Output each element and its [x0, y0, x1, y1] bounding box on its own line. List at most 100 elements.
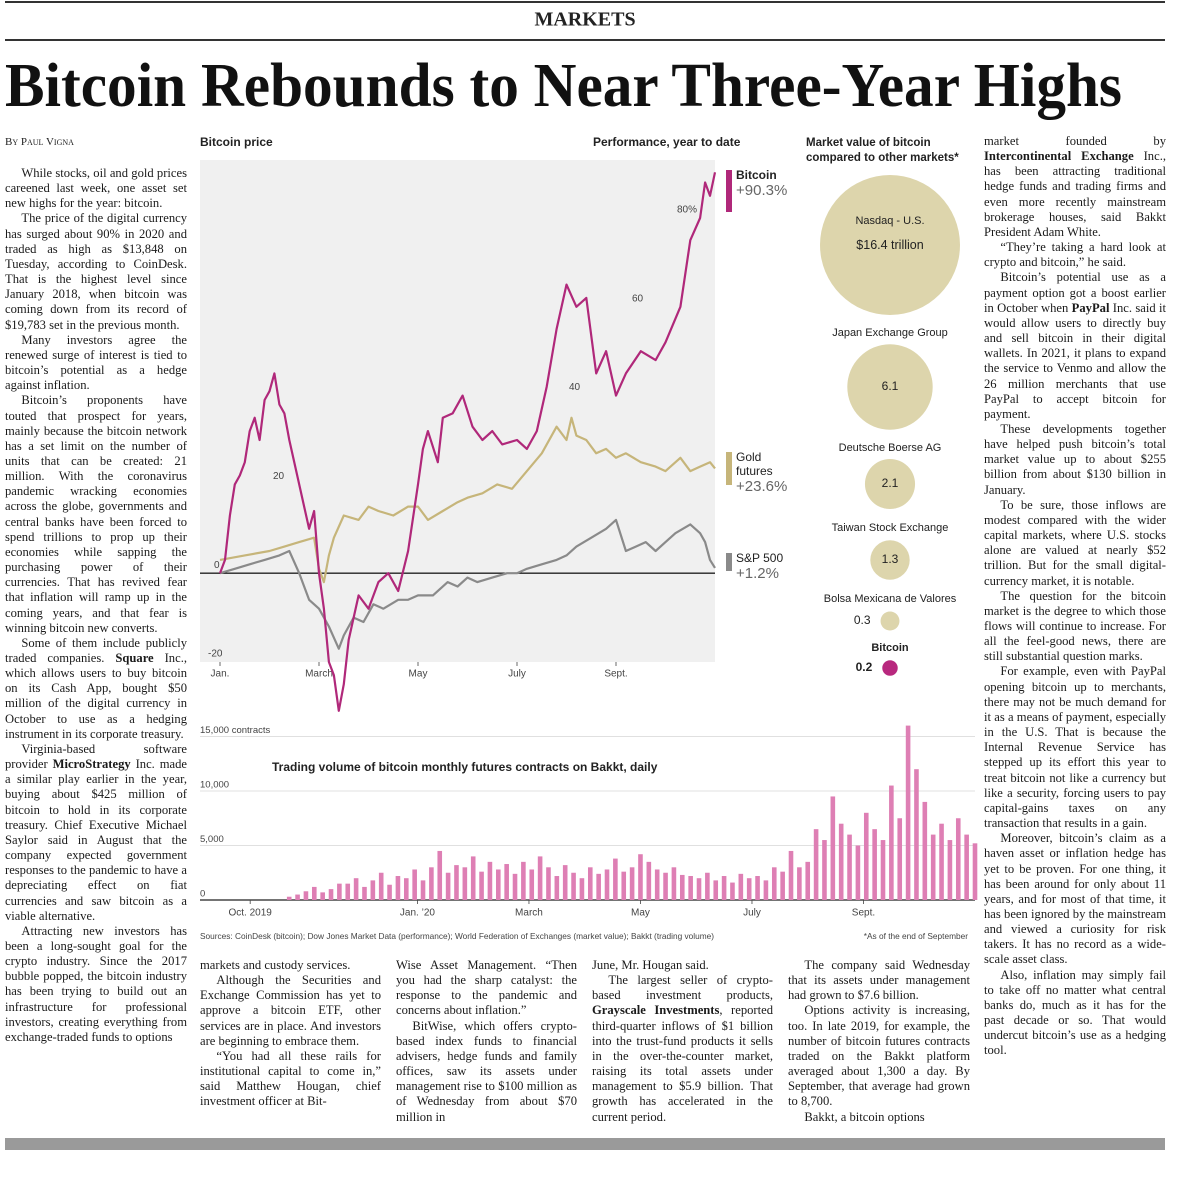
legend-swatch [726, 452, 732, 485]
bubble-value: 2.1 [882, 476, 899, 490]
paragraph: “They’re taking a hard look at crypto an… [984, 240, 1166, 270]
section-rule [5, 39, 1165, 41]
paragraph: “You had all these rails for institution… [200, 1048, 381, 1109]
bar [395, 876, 401, 900]
bar [922, 801, 928, 900]
y-tick-label: 80% [677, 205, 697, 216]
legend-name: S&P 500 [736, 551, 784, 565]
bottom-bar [5, 1138, 1165, 1150]
bar [487, 861, 493, 900]
text-run: market founded by [984, 134, 1166, 148]
x-tick-label: Jan. ’20 [400, 908, 435, 919]
bar [345, 883, 351, 900]
bar [412, 869, 417, 900]
chart-title: Bitcoin price [200, 135, 273, 149]
chart-title: Trading volume of bitcoin monthly future… [272, 760, 658, 774]
bar [546, 867, 551, 900]
text-column: markets and custody services. Although th… [200, 958, 381, 1128]
paragraph: Bitcoin’s potential use as a payment opt… [984, 270, 1166, 422]
legend-swatch [726, 170, 732, 212]
bar [805, 861, 811, 900]
bar [629, 867, 635, 900]
bar [671, 867, 677, 900]
bar [479, 871, 484, 900]
bubble [847, 344, 933, 430]
paragraph: BitWise, which offers crypto-based index… [396, 1018, 577, 1124]
chart-title: Performance, year to date [593, 135, 741, 149]
bar [713, 880, 719, 900]
bar [378, 872, 384, 900]
bar [897, 818, 903, 900]
bar [905, 725, 911, 900]
bar [621, 871, 627, 900]
text-run: Inc. made a similar play earlier in the … [5, 757, 187, 923]
footnote: *As of the end of September [864, 931, 968, 941]
bar [495, 869, 501, 900]
bar [663, 872, 668, 900]
bubble-value: 1.3 [882, 552, 899, 566]
bar [320, 892, 325, 900]
x-tick-label: March [515, 908, 543, 919]
bar [579, 878, 585, 900]
paragraph: June, Mr. Hougan said. [592, 958, 709, 972]
paragraph: Wise Asset Management. “Then you had the… [396, 958, 577, 1018]
y-tick-label: 15,000 contracts [200, 725, 270, 736]
bar [521, 861, 526, 900]
bold-run: PayPal [1071, 300, 1110, 315]
bar [830, 796, 836, 900]
bar [863, 812, 869, 900]
bold-run: Grayscale Investments [592, 1003, 720, 1018]
paragraph: market founded by Intercontinental Excha… [984, 134, 1166, 240]
text-column: The company said Wednesday that its asse… [788, 958, 970, 1128]
legend-name: Bitcoin [736, 168, 777, 182]
end-value-label: +1.2% [736, 565, 779, 582]
bubble-label: Bolsa Mexicana de Valores [824, 593, 957, 605]
bar [939, 823, 944, 900]
bar [613, 858, 618, 900]
bar [286, 896, 292, 900]
series-label: Bitcoin +90.3% [736, 168, 788, 200]
x-tick-label: Oct. 2019 [229, 908, 273, 919]
bar [771, 867, 777, 900]
legend-name: Gold futures [736, 450, 773, 478]
y-tick-label: 20 [273, 471, 285, 482]
bar [445, 872, 451, 900]
text-run: Virginia-based software provider [5, 741, 187, 772]
bar [730, 882, 735, 900]
bar [788, 850, 794, 900]
bar [303, 891, 309, 900]
bar [972, 843, 978, 900]
bubble-label: Nasdaq - U.S. [855, 215, 924, 227]
bar [872, 829, 877, 900]
bar [889, 785, 894, 900]
x-tick-label: July [743, 908, 761, 919]
bar [462, 867, 468, 900]
bubble-value: $16.4 trillion [856, 238, 924, 252]
series-label: Gold futures +23.6% [736, 450, 788, 496]
paragraph: Some of them include publicly traded com… [5, 636, 187, 742]
bar [955, 818, 961, 900]
bubble-label: Taiwan Stock Exchange [832, 522, 949, 534]
bubble-value: 6.1 [882, 379, 899, 393]
bar [914, 769, 919, 900]
end-value-label: +23.6% [736, 478, 788, 495]
y-tick-label: 0 [214, 560, 220, 571]
bar [587, 867, 593, 900]
bar [470, 856, 476, 900]
text-run: Some of them include publicly traded com… [5, 635, 187, 665]
paragraph: Virginia-based software provider MicroSt… [5, 742, 187, 924]
bar [705, 872, 710, 900]
bar [880, 840, 886, 900]
bubble-value: 0.3 [854, 613, 871, 627]
bold-run: MicroStrategy [52, 757, 131, 772]
text-run: Inc. said it would allow users to direct… [984, 300, 1166, 421]
section-label: MARKETS [534, 9, 635, 31]
bubble [870, 540, 910, 580]
bar [855, 845, 861, 900]
bar [646, 861, 652, 900]
paragraph: The question for the bitcoin market is t… [984, 588, 1166, 664]
paragraph: Attracting new investors has been a long… [5, 923, 187, 1044]
paragraph: Bitcoin’s proponents have touted that pr… [5, 393, 187, 635]
